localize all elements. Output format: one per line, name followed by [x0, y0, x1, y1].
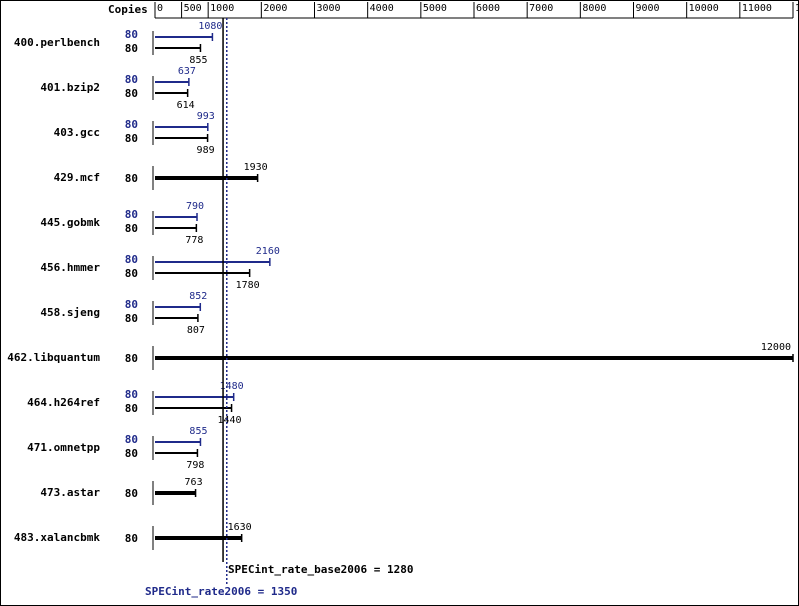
reference-label: SPECint_rate2006 = 1350: [145, 585, 297, 598]
copies-label: 80: [125, 132, 138, 145]
value-label: 1630: [228, 522, 252, 533]
x-tick-label: 4000: [370, 3, 394, 14]
value-label: 1780: [236, 280, 260, 291]
x-tick-label: 6000: [476, 3, 500, 14]
category-label: 473.astar: [40, 486, 100, 499]
category-label: 403.gcc: [54, 126, 100, 139]
value-label: 763: [185, 477, 203, 488]
value-label: 1080: [198, 21, 222, 32]
copies-label: 80: [125, 42, 138, 55]
x-tick-label: 9000: [636, 3, 660, 14]
copies-label: 80: [125, 352, 138, 365]
value-label: 614: [177, 100, 195, 111]
copies-label: 80: [125, 433, 138, 446]
x-tick-label: 5000: [423, 3, 447, 14]
value-label: 1440: [218, 415, 242, 426]
value-label: 852: [189, 291, 207, 302]
reference-label: SPECint_rate_base2006 = 1280: [228, 563, 413, 576]
copies-label: 80: [125, 172, 138, 185]
copies-label: 80: [125, 73, 138, 86]
copies-label: 80: [125, 222, 138, 235]
copies-label: 80: [125, 388, 138, 401]
category-label: 464.h264ref: [27, 396, 100, 409]
x-tick-label: 12000: [795, 3, 799, 14]
x-tick-label: 2000: [263, 3, 287, 14]
category-label: 456.hmmer: [40, 261, 100, 274]
value-label: 989: [197, 145, 215, 156]
value-label: 1480: [220, 381, 244, 392]
copies-label: 80: [125, 312, 138, 325]
value-label: 993: [197, 111, 215, 122]
value-label: 855: [189, 55, 207, 66]
category-label: 462.libquantum: [7, 351, 100, 364]
value-label: 790: [186, 201, 204, 212]
x-tick-label: 3000: [317, 3, 341, 14]
x-tick-label: 10000: [689, 3, 719, 14]
copies-label: 80: [125, 298, 138, 311]
copies-label: 80: [125, 532, 138, 545]
copies-label: 80: [125, 402, 138, 415]
category-label: 445.gobmk: [40, 216, 100, 229]
category-label: 429.mcf: [54, 171, 100, 184]
x-tick-label: 7000: [529, 3, 553, 14]
category-label: 483.xalancbmk: [14, 531, 100, 544]
copies-label: 80: [125, 487, 138, 500]
value-label: 637: [178, 66, 196, 77]
copies-label: 80: [125, 28, 138, 41]
copies-label: 80: [125, 253, 138, 266]
copies-label: 80: [125, 118, 138, 131]
value-label: 778: [185, 235, 203, 246]
category-label: 401.bzip2: [40, 81, 100, 94]
category-label: 471.omnetpp: [27, 441, 100, 454]
value-label: 798: [186, 460, 204, 471]
copies-label: 80: [125, 208, 138, 221]
value-label: 12000: [761, 342, 791, 353]
copies-label: 80: [125, 447, 138, 460]
category-label: 400.perlbench: [14, 36, 100, 49]
x-tick-label: 500: [184, 3, 202, 14]
x-tick-label: 0: [157, 3, 163, 14]
value-label: 807: [187, 325, 205, 336]
axis-label: Copies: [108, 3, 148, 16]
copies-label: 80: [125, 267, 138, 280]
value-label: 1930: [244, 162, 268, 173]
copies-label: 80: [125, 87, 138, 100]
x-tick-label: 11000: [742, 3, 772, 14]
value-label: 2160: [256, 246, 280, 257]
value-label: 855: [189, 426, 207, 437]
category-label: 458.sjeng: [40, 306, 100, 319]
x-tick-label: 1000: [210, 3, 234, 14]
x-tick-label: 8000: [582, 3, 606, 14]
